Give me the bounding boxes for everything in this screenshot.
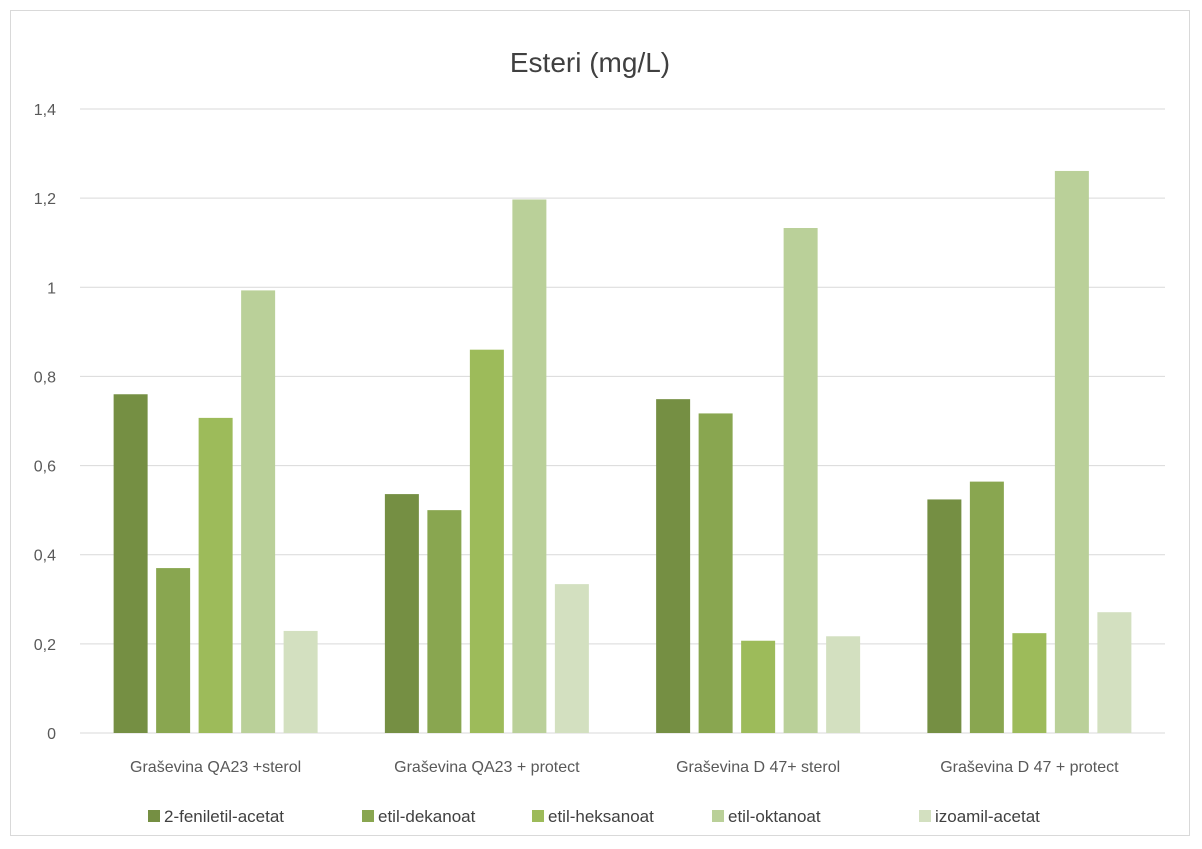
- y-axis: 0 0,2 0,4 0,6 0,8 1 1,2 1,4: [34, 102, 56, 743]
- bar: [826, 636, 861, 733]
- bar: [783, 228, 818, 733]
- bar: [384, 494, 419, 733]
- legend-swatch: [712, 810, 724, 822]
- bar: [554, 584, 589, 733]
- x-tick-label: Graševina QA23 + protect: [394, 759, 580, 776]
- y-tick-label: 0,4: [34, 548, 56, 565]
- x-tick-label: Graševina QA23 +sterol: [130, 759, 301, 776]
- bar: [698, 413, 733, 733]
- bar: [1012, 633, 1047, 733]
- y-tick-label: 1: [47, 280, 56, 297]
- bar: [198, 417, 233, 733]
- bars: [113, 170, 1132, 734]
- legend: 2-feniletil-acetat etil-dekanoat etil-heks…: [148, 807, 1040, 826]
- bar: [469, 349, 504, 733]
- bar: [1054, 170, 1089, 733]
- y-tick-label: 0,2: [34, 637, 56, 654]
- bar: [969, 481, 1004, 733]
- y-tick-label: 0,8: [34, 369, 56, 386]
- bar: [427, 510, 462, 733]
- bar: [741, 640, 776, 733]
- bar: [283, 630, 318, 733]
- legend-swatch: [919, 810, 931, 822]
- bar: [656, 399, 691, 733]
- bar: [927, 499, 962, 733]
- legend-label: 2-feniletil-acetat: [164, 807, 284, 826]
- x-tick-label: Graševina D 47 + protect: [940, 759, 1119, 776]
- legend-swatch: [532, 810, 544, 822]
- bar: [113, 394, 148, 733]
- x-axis: Graševina QA23 +sterol Graševina QA23 + p…: [130, 759, 1119, 776]
- legend-swatch: [148, 810, 160, 822]
- y-tick-label: 1,2: [34, 191, 56, 208]
- y-tick-label: 0: [47, 726, 56, 743]
- legend-swatch: [362, 810, 374, 822]
- legend-label: izoamil-acetat: [935, 807, 1040, 826]
- legend-label: etil-dekanoat: [378, 807, 476, 826]
- bar: [1097, 612, 1132, 733]
- y-tick-label: 1,4: [34, 102, 56, 119]
- bar: [512, 199, 547, 734]
- legend-label: etil-heksanoat: [548, 807, 654, 826]
- bar: [156, 568, 191, 733]
- bar: [241, 290, 276, 733]
- chart-title: Esteri (mg/L): [510, 47, 670, 78]
- y-tick-label: 0,6: [34, 459, 56, 476]
- legend-label: etil-oktanoat: [728, 807, 821, 826]
- x-tick-label: Graševina D 47+ sterol: [676, 759, 840, 776]
